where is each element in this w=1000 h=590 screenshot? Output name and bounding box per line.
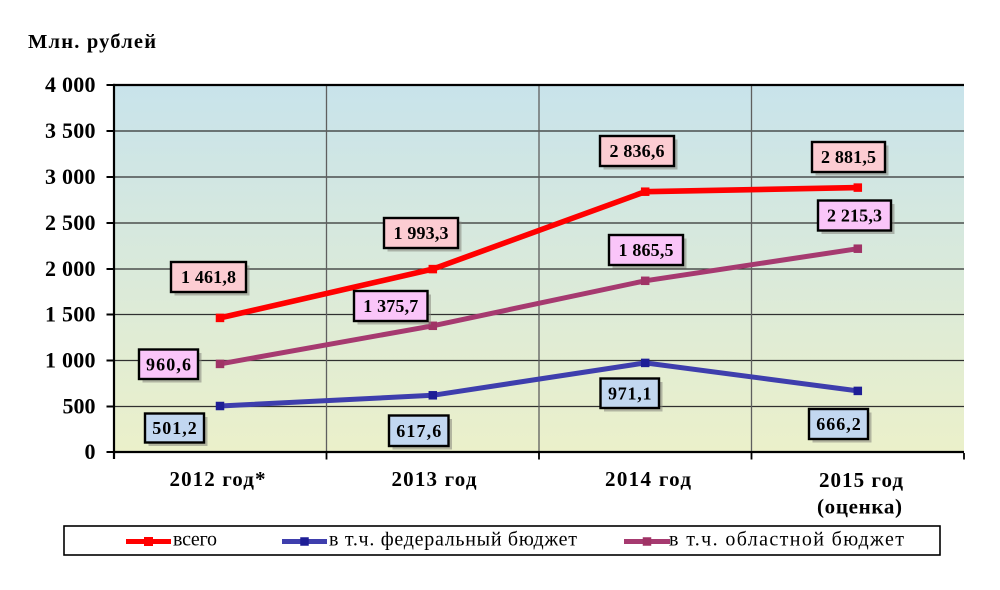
svg-text:2012 год*: 2012 год*	[170, 467, 266, 491]
svg-text:2 500: 2 500	[45, 210, 96, 235]
svg-text:500: 500	[63, 394, 96, 419]
svg-text:2 000: 2 000	[45, 256, 96, 281]
svg-text:4 000: 4 000	[45, 72, 96, 97]
svg-text:3 500: 3 500	[45, 118, 96, 143]
svg-text:1 865,5: 1 865,5	[619, 240, 674, 260]
svg-text:2 215,3: 2 215,3	[827, 206, 882, 226]
svg-text:1 000: 1 000	[45, 348, 96, 373]
svg-text:всего: всего	[173, 529, 217, 551]
svg-text:1 375,7: 1 375,7	[363, 296, 418, 316]
svg-text:2014 год: 2014 год	[605, 467, 691, 491]
svg-text:1 500: 1 500	[45, 302, 96, 327]
svg-text:2 881,5: 2 881,5	[821, 147, 876, 167]
svg-text:666,2: 666,2	[816, 414, 861, 434]
svg-text:(оценка): (оценка)	[817, 495, 902, 519]
svg-text:0: 0	[85, 439, 96, 464]
svg-text:Млн. рублей: Млн. рублей	[28, 31, 156, 53]
svg-text:2 836,6: 2 836,6	[610, 141, 665, 161]
svg-text:3 000: 3 000	[45, 164, 96, 189]
svg-text:960,6: 960,6	[146, 355, 191, 375]
svg-text:2015 год: 2015 год	[819, 468, 903, 492]
svg-text:971,1: 971,1	[608, 384, 652, 404]
svg-text:617,6: 617,6	[396, 421, 441, 441]
svg-text:2013 год: 2013 год	[392, 467, 477, 491]
svg-text:501,2: 501,2	[152, 418, 197, 438]
svg-text:в т.ч. федеральный бюджет: в т.ч. федеральный бюджет	[329, 529, 577, 551]
svg-text:в т.ч. областной бюджет: в т.ч. областной бюджет	[669, 529, 904, 551]
svg-text:1 461,8: 1 461,8	[181, 267, 236, 287]
svg-text:1 993,3: 1 993,3	[394, 223, 449, 243]
